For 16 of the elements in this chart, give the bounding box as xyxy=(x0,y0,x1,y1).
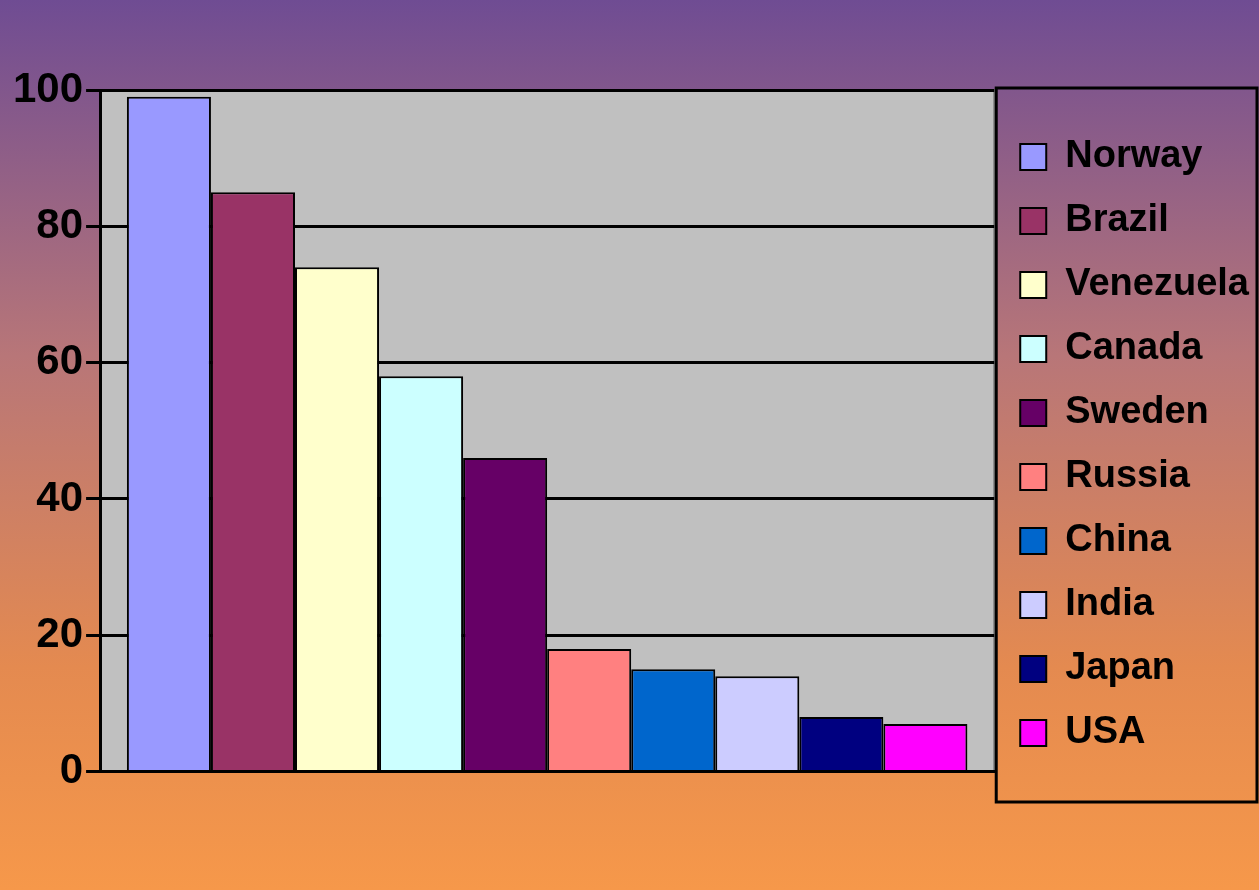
y-tick-label: 0 xyxy=(59,745,84,793)
legend-label: Venezuela xyxy=(1065,261,1250,304)
legend-label: Brazil xyxy=(1065,197,1169,240)
y-tick-label: 80 xyxy=(36,199,84,247)
y-tick-label: 60 xyxy=(36,336,84,384)
legend-label: Japan xyxy=(1065,645,1176,688)
legend-label: USA xyxy=(1065,709,1146,752)
legend-label: India xyxy=(1065,581,1155,624)
y-tick-label: 100 xyxy=(13,63,84,111)
legend-label: Norway xyxy=(1065,133,1203,176)
legend-label: Canada xyxy=(1065,325,1204,368)
y-tick-label: 20 xyxy=(36,608,84,656)
legend-label: Sweden xyxy=(1065,389,1209,432)
y-tick-label: 40 xyxy=(36,472,84,520)
legend-label: China xyxy=(1065,517,1172,560)
legend-label: Russia xyxy=(1065,453,1191,496)
